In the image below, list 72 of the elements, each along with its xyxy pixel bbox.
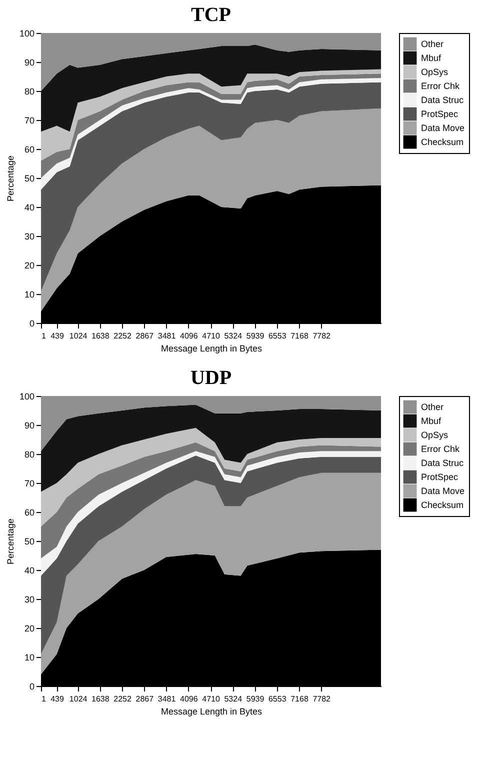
x-tick-label: 1024 bbox=[69, 332, 88, 340]
legend-label: Checksum bbox=[421, 500, 464, 510]
y-tick-label: 100 bbox=[19, 28, 34, 38]
x-tick-label: 4710 bbox=[202, 332, 220, 340]
y-tick-label: 90 bbox=[24, 420, 34, 430]
x-tick-label: 7168 bbox=[290, 332, 309, 340]
y-axis-title: Percentage bbox=[5, 155, 16, 202]
y-tick-label: 90 bbox=[24, 58, 34, 68]
y-tick-label: 40 bbox=[24, 202, 34, 212]
x-tick-label: 2252 bbox=[114, 332, 132, 340]
y-tick-label: 60 bbox=[24, 508, 34, 518]
legend-label: OpSys bbox=[421, 67, 449, 77]
y-tick-label: 10 bbox=[24, 652, 34, 662]
x-tick-label: 2867 bbox=[136, 694, 154, 704]
legend-label: OpSys bbox=[421, 430, 449, 440]
x-tick-label: 4096 bbox=[180, 332, 198, 340]
x-tick-label: 1638 bbox=[92, 694, 110, 704]
x-tick-label: 439 bbox=[50, 332, 64, 340]
x-tick-label: 4096 bbox=[180, 694, 198, 704]
x-tick-label: 2867 bbox=[136, 332, 154, 340]
x-axis-title: Message Length in Bytes bbox=[160, 706, 263, 716]
x-tick-label: 5939 bbox=[246, 694, 265, 704]
legend-label: Mbuf bbox=[421, 416, 442, 426]
y-tick-label: 40 bbox=[24, 566, 34, 576]
legend-label: Error Chk bbox=[421, 81, 460, 91]
x-tick-label: 7168 bbox=[290, 694, 309, 704]
legend-label: Mbuf bbox=[421, 53, 442, 63]
legend-label: Data Struc bbox=[421, 95, 464, 105]
x-axis-title: Message Length in Bytes bbox=[160, 344, 263, 354]
y-tick-label: 30 bbox=[24, 594, 34, 604]
y-tick-label: 0 bbox=[29, 682, 34, 692]
legend-label: Checksum bbox=[421, 137, 464, 147]
x-tick-label: 3481 bbox=[158, 694, 176, 704]
x-tick-label: 5939 bbox=[246, 332, 265, 340]
x-tick-label: 5324 bbox=[224, 694, 243, 704]
legend-label: Other bbox=[421, 402, 444, 412]
y-tick-label: 30 bbox=[24, 232, 34, 242]
legend-label: ProtSpec bbox=[421, 109, 459, 119]
x-tick-label: 6553 bbox=[268, 332, 287, 340]
y-tick-label: 70 bbox=[24, 478, 34, 488]
x-tick-label: 1024 bbox=[69, 694, 88, 704]
y-tick-label: 0 bbox=[29, 318, 34, 328]
x-tick-label: 6553 bbox=[268, 694, 287, 704]
y-tick-label: 70 bbox=[24, 116, 34, 126]
x-tick-label: 7782 bbox=[312, 332, 332, 340]
y-tick-label: 10 bbox=[24, 290, 34, 300]
x-tick-label: 1 bbox=[42, 332, 46, 340]
x-tick-label: 439 bbox=[50, 694, 64, 704]
y-tick-label: 20 bbox=[24, 260, 34, 270]
legend-label: Data Struc bbox=[421, 458, 464, 468]
y-axis-title: Percentage bbox=[5, 518, 16, 565]
y-tick-label: 80 bbox=[24, 86, 34, 96]
x-tick-label: 7782 bbox=[312, 694, 332, 704]
x-tick-label: 3481 bbox=[158, 332, 176, 340]
y-tick-label: 50 bbox=[24, 536, 34, 546]
legend-label: Data Move bbox=[421, 486, 465, 496]
x-tick-label: 2252 bbox=[114, 694, 132, 704]
legend-label: Other bbox=[421, 39, 444, 49]
y-tick-label: 60 bbox=[24, 144, 34, 154]
y-tick-label: 20 bbox=[24, 624, 34, 634]
x-tick-label: 5324 bbox=[224, 332, 243, 340]
y-tick-label: 80 bbox=[24, 450, 34, 460]
chart-title: UDP bbox=[190, 367, 232, 389]
x-tick-label: 1 bbox=[42, 694, 46, 704]
x-tick-label: 4710 bbox=[202, 694, 220, 704]
legend-label: Error Chk bbox=[421, 444, 460, 454]
legend-label: ProtSpec bbox=[421, 472, 459, 482]
x-tick-label: 1638 bbox=[92, 332, 110, 340]
y-tick-label: 50 bbox=[24, 174, 34, 184]
chart-title: TCP bbox=[191, 4, 231, 26]
y-tick-label: 100 bbox=[19, 392, 34, 402]
legend-label: Data Move bbox=[421, 123, 465, 133]
